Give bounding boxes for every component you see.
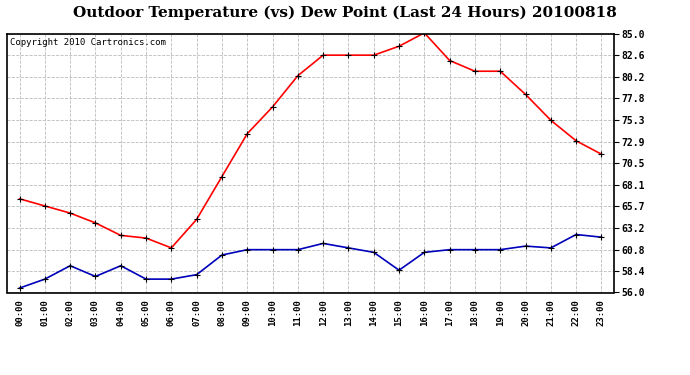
Text: Outdoor Temperature (vs) Dew Point (Last 24 Hours) 20100818: Outdoor Temperature (vs) Dew Point (Last…	[73, 6, 617, 20]
Text: Copyright 2010 Cartronics.com: Copyright 2010 Cartronics.com	[10, 38, 166, 46]
